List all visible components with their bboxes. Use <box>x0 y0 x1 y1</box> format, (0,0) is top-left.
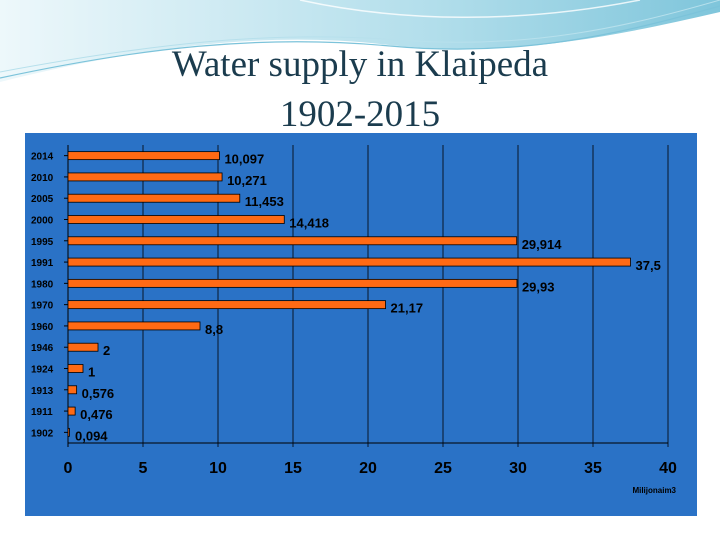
bar-2000 <box>67 215 285 224</box>
title-line-1: Water supply in Klaipeda <box>171 44 549 85</box>
bars <box>67 151 631 437</box>
value-label-1902: 0,094 <box>75 428 108 443</box>
grid-lines <box>64 145 669 447</box>
category-label-1902: 1902 <box>31 428 54 439</box>
x-axis-unit-label: Milijonaim3 <box>632 486 676 495</box>
category-label-1924: 1924 <box>31 365 54 376</box>
value-label-1924: 1 <box>88 365 95 380</box>
category-label-2014: 2014 <box>31 152 54 163</box>
bar-1980 <box>67 278 518 288</box>
value-label-1991: 37,5 <box>636 258 661 273</box>
category-label-1980: 1980 <box>31 279 54 290</box>
category-label-1913: 1913 <box>31 386 54 397</box>
value-label-2005: 11,453 <box>245 194 284 209</box>
value-label-1995: 29,914 <box>522 237 563 252</box>
chart-panel: 2014 10,097 2010 10,271 2005 11,453 2000 14,418… <box>25 133 697 516</box>
value-label-2010: 10,271 <box>227 173 267 188</box>
category-label-1911: 1911 <box>31 407 53 418</box>
x-tick-label-5: 5 <box>139 460 148 477</box>
x-tick-label-0: 0 <box>64 460 73 477</box>
x-tick-label-35: 35 <box>584 460 602 477</box>
slide-title: Water supply in Klaipeda 1902-2015 <box>0 40 720 140</box>
bar-1924 <box>67 364 84 373</box>
category-label-1970: 1970 <box>31 301 54 312</box>
bar-1911 <box>67 406 76 416</box>
value-label-1980: 29,93 <box>522 279 555 294</box>
bar-2010 <box>67 172 223 182</box>
category-label-1995: 1995 <box>31 237 54 248</box>
x-tick-label-20: 20 <box>359 460 377 477</box>
bar-1991 <box>67 257 631 267</box>
header-wave-line-3 <box>299 0 641 18</box>
category-label-1991: 1991 <box>31 258 54 269</box>
category-label-2000: 2000 <box>31 216 54 227</box>
bar-1946 <box>67 342 99 352</box>
value-label-1911: 0,476 <box>80 407 113 422</box>
bar-1902 <box>67 427 70 437</box>
header-wave-line <box>0 5 720 79</box>
value-label-1913: 0,576 <box>82 386 115 401</box>
value-label-2000: 14,418 <box>289 216 329 231</box>
header-wave <box>0 0 720 82</box>
x-tick-label-30: 30 <box>509 460 527 477</box>
value-label-2014: 10,097 <box>224 152 264 167</box>
category-label-1960: 1960 <box>31 322 54 333</box>
bar-1913 <box>67 385 78 395</box>
value-label-1960: 8,8 <box>205 322 223 337</box>
title-line-2: 1902-2015 <box>279 94 441 135</box>
bar-1995 <box>67 236 518 246</box>
value-label-1970: 21,17 <box>391 301 424 316</box>
category-label-2005: 2005 <box>31 194 54 205</box>
x-tick-label-15: 15 <box>284 460 302 477</box>
bar-1960 <box>67 321 201 331</box>
category-label-1946: 1946 <box>31 343 54 354</box>
x-tick-label-40: 40 <box>659 460 677 477</box>
x-tick-label-10: 10 <box>209 460 227 477</box>
bar-2014 <box>67 151 220 161</box>
x-tick-label-25: 25 <box>434 460 452 477</box>
category-label-2010: 2010 <box>31 173 54 184</box>
bar-2005 <box>67 193 241 203</box>
bar-1970 <box>67 300 386 310</box>
header-wave-line-2 <box>0 0 720 73</box>
value-label-1946: 2 <box>103 343 110 358</box>
